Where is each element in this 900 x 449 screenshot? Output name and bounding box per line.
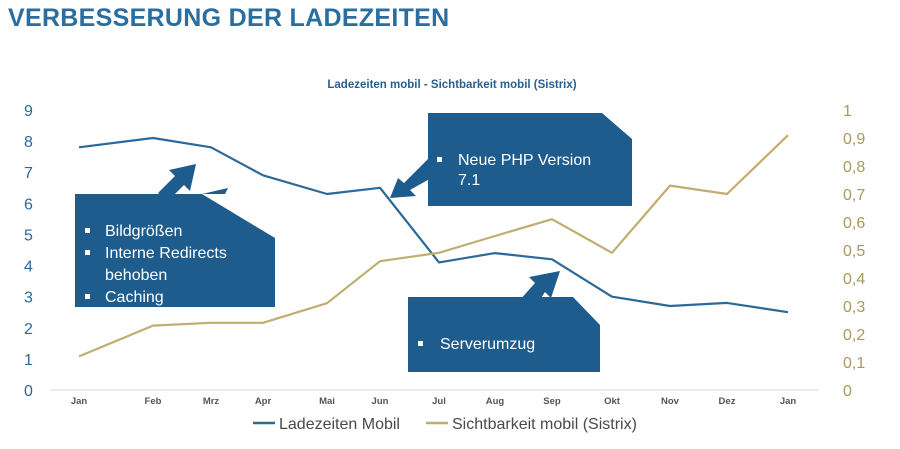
- x-tick-label: Jul: [432, 396, 446, 407]
- y-right-tick-label: 0,9: [843, 131, 865, 148]
- y-left-tick-label: 1: [24, 352, 33, 369]
- x-tick-label: Jun: [372, 396, 389, 407]
- y-left-tick-label: 2: [24, 321, 33, 338]
- callout-bullet: [85, 228, 90, 233]
- chart-title: Ladezeiten mobil - Sichtbarkeit mobil (S…: [327, 79, 576, 91]
- x-tick-label: Nov: [661, 396, 680, 407]
- x-tick-label: Aug: [486, 396, 505, 407]
- callout-box-server: [408, 297, 600, 372]
- y-right-tick-label: 0,8: [843, 159, 865, 176]
- callout-text-bilder: behoben: [105, 267, 167, 284]
- callout-arrow-php: [390, 157, 442, 198]
- callout-text-php: 7.1: [458, 172, 480, 189]
- callout-text-server: Serverumzug: [440, 336, 535, 353]
- y-left-tick-label: 5: [24, 227, 33, 244]
- callout-bullet: [418, 341, 423, 346]
- callout-bullet: [437, 157, 442, 162]
- series-line-ladezeiten: [78, 136, 789, 314]
- callout-arrow-server: [519, 271, 560, 312]
- x-tick-label: Jan: [71, 396, 88, 407]
- x-tick-label: Mrz: [203, 396, 220, 407]
- y-right-tick-label: 0,2: [843, 327, 865, 344]
- callout-bullet: [85, 250, 90, 255]
- y-left-tick-label: 4: [24, 259, 33, 276]
- y-right-tick-label: 0,7: [843, 187, 865, 204]
- y-right-tick-label: 0,6: [843, 215, 865, 232]
- x-tick-label: Okt: [604, 396, 621, 407]
- x-tick-label: Apr: [255, 396, 272, 407]
- y-left-tick-label: 8: [24, 134, 33, 151]
- chart-annotations: Bildgrößen Interne Redirects behoben Cachin…: [75, 113, 632, 372]
- x-tick-label: Mai: [319, 396, 335, 407]
- y-right-tick-label: 0,5: [843, 243, 865, 260]
- x-tick-label: Sep: [543, 396, 561, 407]
- y-left-tick-label: 7: [24, 165, 33, 182]
- y-right-tick-label: 0,4: [843, 271, 865, 288]
- chart-legend: Ladezeiten Mobil Sichtbarkeit mobil (Sist…: [253, 416, 637, 433]
- x-tick-label: Feb: [145, 396, 162, 407]
- callout-text-bilder: Bildgrößen: [105, 223, 182, 240]
- y-right-tick-label: 0,3: [843, 299, 865, 316]
- x-tick-label: Jan: [780, 396, 797, 407]
- y-left-tick-label: 3: [24, 290, 33, 307]
- y-left-tick-label: 6: [24, 196, 33, 213]
- legend-label: Ladezeiten Mobil: [279, 416, 400, 433]
- series-line-sichtbarkeit: [78, 134, 789, 358]
- callout-box-php: [428, 113, 632, 206]
- callout-arrow-bilder: [158, 164, 196, 201]
- y-left-tick-label: 9: [24, 103, 33, 120]
- y-right-tick-label: 0: [843, 383, 852, 400]
- chart-axes: 0 1 2 3 4 5 6 7 8 9 0 0,1 0,2 0,3 0,4 0,5 0,6 0,7 0,8 0,9 1 J…: [24, 103, 865, 407]
- callout-text-bilder: Interne Redirects: [105, 245, 227, 262]
- callout-text-bilder: Caching: [105, 289, 164, 306]
- chart-series: [78, 134, 789, 358]
- callout-box-bilder: [75, 188, 275, 307]
- y-right-tick-label: 1: [843, 103, 852, 120]
- callout-text-php: Neue PHP Version: [458, 152, 591, 169]
- page-title: VERBESSERUNG DER LADEZEITEN: [8, 4, 450, 32]
- y-right-tick-label: 0,1: [843, 355, 865, 372]
- legend-label: Sichtbarkeit mobil (Sistrix): [452, 416, 637, 433]
- callout-bullet: [85, 294, 90, 299]
- y-left-tick-label: 0: [24, 383, 33, 400]
- x-tick-label: Dez: [719, 396, 736, 407]
